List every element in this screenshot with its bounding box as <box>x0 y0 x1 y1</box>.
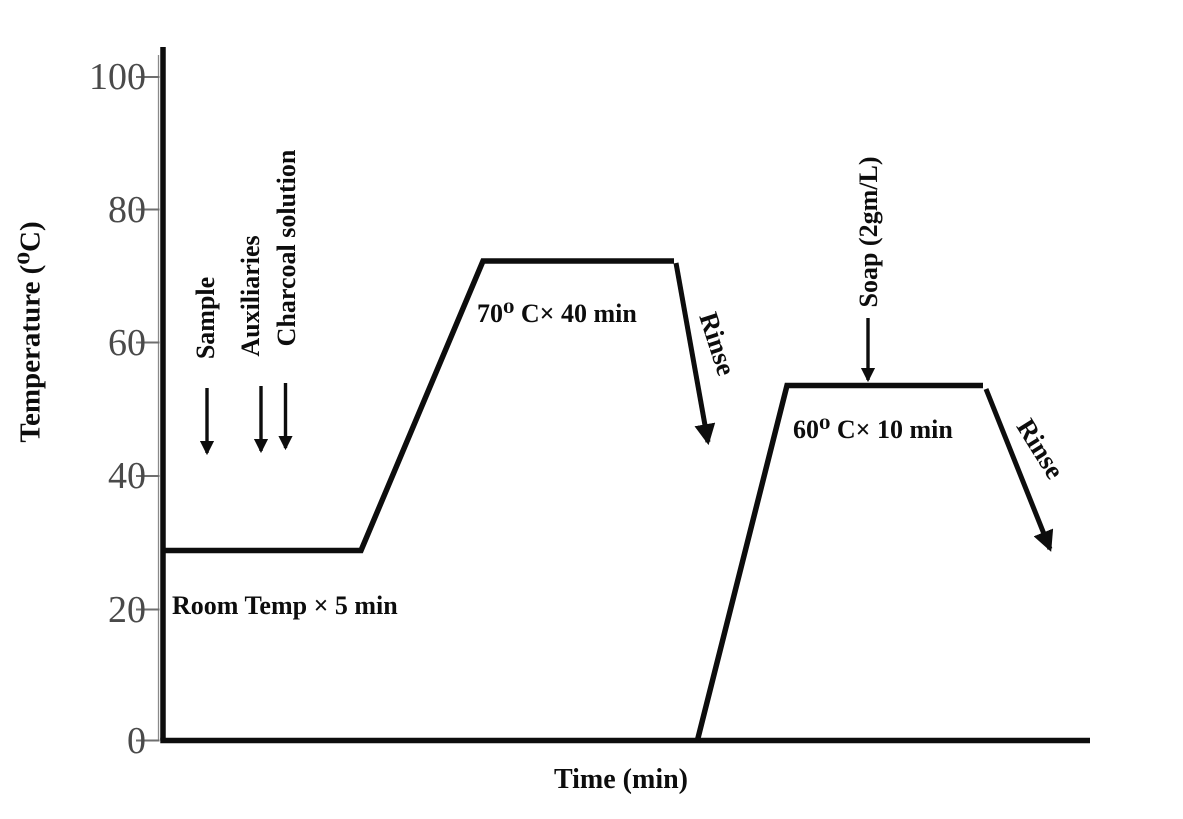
temperature-profile-bath2 <box>694 382 983 741</box>
y-tick-label-100: 100 <box>89 56 146 98</box>
x-axis-label: Time (min) <box>553 764 689 795</box>
addition-label-charcoal-solution: Charcoal solution <box>272 149 301 347</box>
addition-label-sample: Sample <box>191 276 220 360</box>
addition-label-soap: Soap (2gm/L) <box>854 156 883 308</box>
rinse-arrow-1 <box>673 262 716 446</box>
stage-label-60c: 60⁰ C× 10 min <box>793 415 953 444</box>
addition-label-auxiliaries: Auxiliaries <box>236 235 265 357</box>
y-tick-label-0: 0 <box>127 719 146 762</box>
y-tick-label-80: 80 <box>108 188 146 231</box>
stage-label-70c: 70⁰ C× 40 min <box>477 299 637 328</box>
temperature-profile-bath1 <box>163 258 674 554</box>
y-tick-label-60: 60 <box>108 321 146 364</box>
stage-label-room-temp: Room Temp × 5 min <box>172 591 398 620</box>
rinse-arrow-2 <box>983 388 1054 552</box>
y-tick-label-40: 40 <box>108 455 146 497</box>
y-tick-marks <box>136 76 160 742</box>
y-tick-label-20: 20 <box>108 588 146 631</box>
